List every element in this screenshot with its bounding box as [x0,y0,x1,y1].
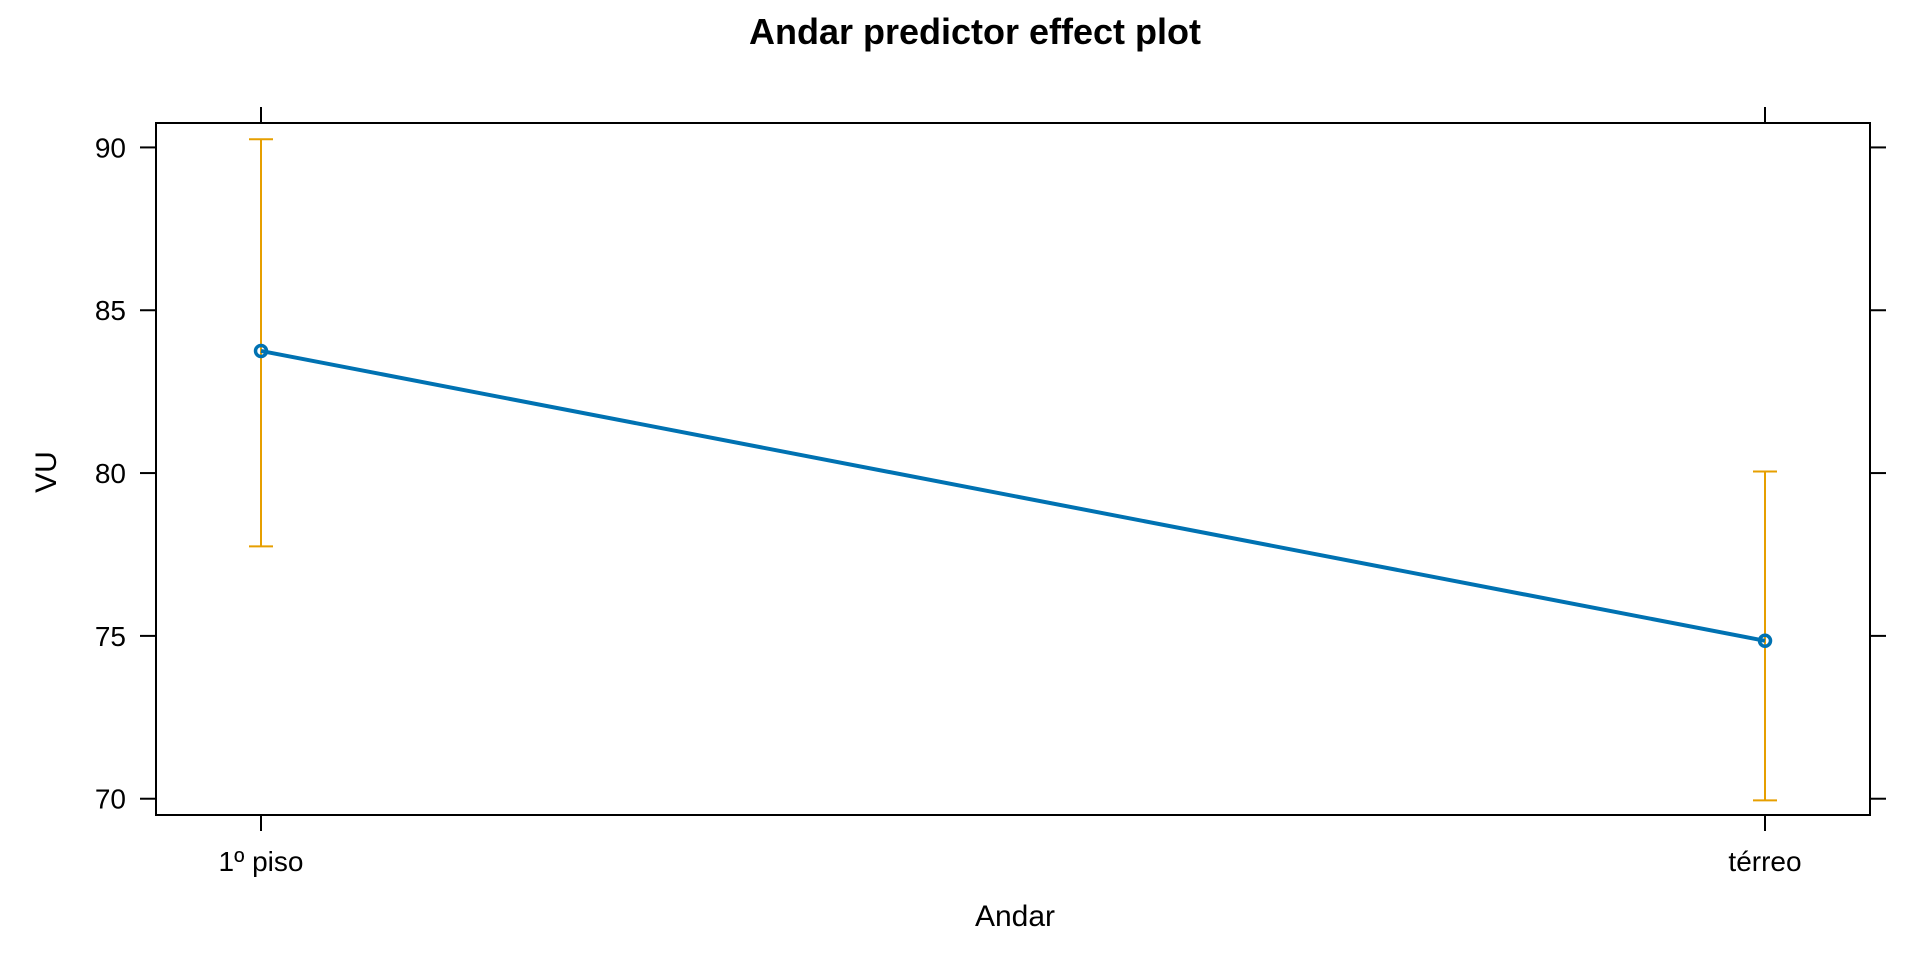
y-tick-label: 70 [95,784,126,815]
y-tick-label: 90 [95,132,126,163]
error-bars [249,138,1777,802]
data-point [253,343,269,359]
data-points [253,343,1773,649]
y-tick-label: 80 [95,458,126,489]
y-axis-label: VU [30,451,63,493]
data-point [1757,633,1773,649]
x-axis-label: Andar [975,900,1055,933]
axis-ticks [140,107,1886,831]
chart-title: Andar predictor effect plot [749,11,1201,52]
plot-frame [155,122,1871,816]
tick-labels: 70 75 80 85 90 1º piso térreo [95,132,1802,877]
series-lines [260,348,1766,643]
series-line [260,348,1766,643]
x-tick-label: 1º piso [219,846,304,877]
y-tick-label: 75 [95,621,126,652]
x-tick-label: térreo [1728,846,1801,877]
y-tick-label: 85 [95,295,126,326]
